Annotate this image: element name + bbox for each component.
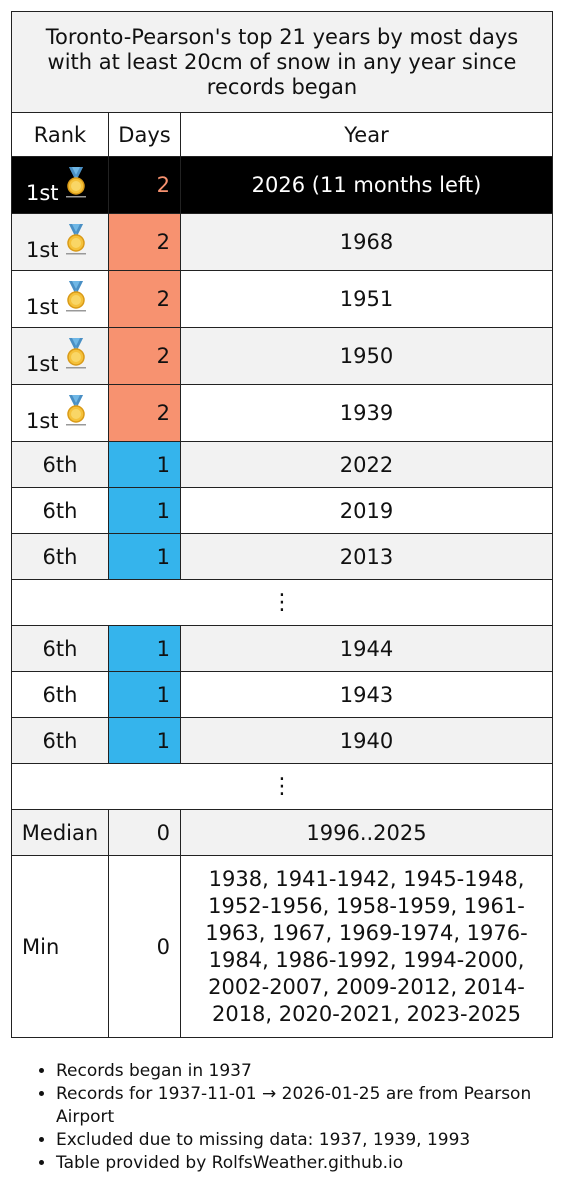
- table-row: 1st 2 1950: [11, 327, 554, 385]
- ellipsis-cell: ⋮: [10, 763, 554, 810]
- gold-medal-icon: [63, 223, 89, 255]
- year-cell: 2013: [179, 533, 554, 580]
- year-cell: 1940: [179, 717, 554, 764]
- year-cell: 2022: [179, 441, 554, 488]
- days-cell: 2: [108, 384, 181, 442]
- rank-label: 1st: [26, 294, 59, 319]
- table-row: 1st 2 1939: [11, 384, 554, 442]
- footnotes-list: Records began in 1937 Records for 1937-1…: [30, 1060, 563, 1175]
- footnote-item: Table provided by RolfsWeather.github.io: [56, 1152, 563, 1175]
- year-cell: 1950: [179, 327, 554, 385]
- table-row: 6th 1 2022: [11, 441, 554, 488]
- ellipsis-cell: ⋮: [10, 579, 554, 626]
- snow-days-table: Toronto-Pearson's top 21 years by most d…: [10, 11, 554, 1038]
- days-cell: 2: [108, 270, 181, 328]
- current-year-row: 1st 2 2026 (11 months left): [11, 156, 554, 214]
- rank-cell: 6th: [11, 533, 109, 580]
- footnote-item: Records began in 1937: [56, 1060, 563, 1083]
- rank-cell: 6th: [11, 441, 109, 488]
- header-rank: Rank: [11, 112, 109, 157]
- median-days: 0: [108, 809, 181, 856]
- gold-medal-icon: [63, 166, 89, 198]
- year-cell: 1943: [179, 671, 554, 718]
- days-cell: 2: [108, 156, 181, 214]
- days-cell: 2: [108, 213, 181, 271]
- rank-label: 1st: [26, 351, 59, 376]
- min-days: 0: [108, 855, 181, 1038]
- table-title: Toronto-Pearson's top 21 years by most d…: [10, 11, 554, 113]
- table-row: 6th 1 2019: [11, 487, 554, 534]
- rank-label: 6th: [42, 544, 78, 569]
- year-cell: 2026 (11 months left): [179, 156, 554, 214]
- rank-cell: 1st: [11, 327, 109, 385]
- rank-label: 6th: [42, 682, 78, 707]
- year-cell: 1951: [179, 270, 554, 328]
- rank-cell: 6th: [11, 487, 109, 534]
- median-label: Median: [11, 809, 109, 856]
- rank-cell: 6th: [11, 717, 109, 764]
- rank-label: 6th: [42, 498, 78, 523]
- rank-cell: 6th: [11, 625, 109, 672]
- ellipsis-row: ⋮: [10, 579, 554, 626]
- gold-medal-icon: [63, 280, 89, 312]
- rank-cell: 1st: [11, 156, 109, 214]
- footnote-item: Excluded due to missing data: 1937, 1939…: [56, 1129, 563, 1152]
- header-days: Days: [108, 112, 181, 157]
- year-cell: 1944: [179, 625, 554, 672]
- year-cell: 2019: [179, 487, 554, 534]
- days-cell: 2: [108, 327, 181, 385]
- median-row: Median 0 1996..2025: [11, 809, 554, 856]
- rank-cell: 1st: [11, 213, 109, 271]
- year-cell: 1939: [179, 384, 554, 442]
- table-row: 1st 2 1951: [11, 270, 554, 328]
- rank-label: 1st: [26, 180, 59, 205]
- days-cell: 1: [108, 717, 181, 764]
- header-year: Year: [179, 112, 554, 157]
- rank-label: 6th: [42, 452, 78, 477]
- rank-label: 1st: [26, 237, 59, 262]
- min-row: Min 0 1938, 1941-1942, 1945-1948, 1952-1…: [11, 855, 554, 1038]
- rank-cell: 6th: [11, 671, 109, 718]
- days-cell: 1: [108, 441, 181, 488]
- min-label: Min: [11, 855, 109, 1038]
- table-row: 6th 1 1940: [11, 717, 554, 764]
- min-years: 1938, 1941-1942, 1945-1948, 1952-1956, 1…: [179, 855, 554, 1038]
- table-row: 6th 1 1944: [11, 625, 554, 672]
- days-cell: 1: [108, 671, 181, 718]
- median-years: 1996..2025: [179, 809, 554, 856]
- gold-medal-icon: [63, 337, 89, 369]
- rank-cell: 1st: [11, 270, 109, 328]
- year-cell: 1968: [179, 213, 554, 271]
- rank-label: 6th: [42, 636, 78, 661]
- days-cell: 1: [108, 625, 181, 672]
- table-row: 6th 1 1943: [11, 671, 554, 718]
- footnote-item: Records for 1937-11-01 → 2026-01-25 are …: [56, 1083, 563, 1129]
- ellipsis-row: ⋮: [10, 763, 554, 810]
- table-body: 1st 2 2026 (11 months left) 1st 2 1968 1st 2 195…: [10, 156, 554, 810]
- gold-medal-icon: [63, 394, 89, 426]
- days-cell: 1: [108, 533, 181, 580]
- rank-cell: 1st: [11, 384, 109, 442]
- table-row: 1st 2 1968: [11, 213, 554, 271]
- table-row: 6th 1 2013: [11, 533, 554, 580]
- rank-label: 6th: [42, 728, 78, 753]
- rank-label: 1st: [26, 408, 59, 433]
- days-cell: 1: [108, 487, 181, 534]
